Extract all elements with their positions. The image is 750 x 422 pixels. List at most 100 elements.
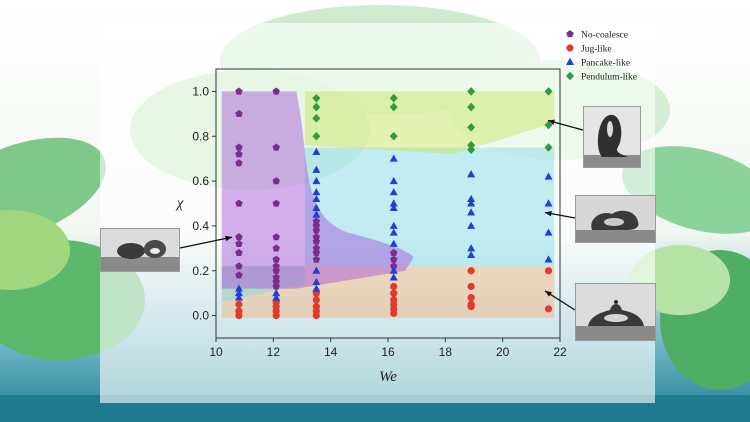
data-point-no-coalesce — [272, 255, 280, 263]
y-axis-label: χ — [175, 196, 184, 212]
data-point-no-coalesce — [312, 248, 321, 256]
inset-arrows — [179, 119, 584, 311]
pendulum-region — [304, 91, 555, 155]
data-point-no-coalesce — [235, 262, 243, 270]
data-point-pendulum-like — [312, 102, 321, 112]
data-point-pendulum-like — [544, 87, 553, 96]
data-point-no-coalesce — [272, 282, 280, 290]
data-point-no-coalesce — [272, 273, 280, 281]
legend-label-no-coalesce: No-coalesce — [581, 31, 628, 41]
data-point-pendulum-like — [389, 93, 398, 103]
data-point-pendulum-like — [467, 140, 476, 150]
data-point-pancake-like — [312, 176, 321, 185]
data-point-no-coalesce — [235, 239, 243, 248]
arrow-pancake-head — [545, 210, 552, 217]
data-point-jug-like — [544, 267, 553, 275]
data-point-pancake-like — [272, 293, 281, 301]
phase-regions — [221, 91, 555, 318]
inset-jug-photo — [575, 283, 656, 341]
x-tick-label: 12 — [267, 345, 281, 359]
data-point-pancake-like — [312, 284, 321, 292]
data-point-pancake-like — [312, 194, 321, 203]
data-point-no-coalesce — [312, 217, 321, 225]
legend-marker-jug-like — [566, 44, 574, 52]
x-tick-label: 18 — [439, 345, 453, 359]
data-point-pancake-like — [389, 176, 398, 185]
data-point-pancake-like — [389, 228, 398, 236]
data-point-jug-like — [235, 300, 243, 308]
data-point-pancake-like — [389, 199, 398, 207]
data-point-no-coalesce — [272, 199, 280, 207]
data-point-pancake-like — [272, 288, 281, 297]
y-tick-label: 0.8 — [192, 129, 209, 143]
data-point-pancake-like — [389, 273, 398, 281]
data-point-jug-like — [467, 267, 475, 275]
data-point-pancake-like — [467, 199, 476, 207]
data-point-jug-like — [390, 289, 398, 297]
data-point-no-coalesce — [312, 255, 321, 263]
data-point-pancake-like — [467, 208, 476, 216]
data-point-no-coalesce — [272, 266, 280, 274]
data-point-no-coalesce — [390, 262, 398, 270]
data-point-pancake-like — [467, 244, 476, 252]
arrow-jug-head — [545, 290, 552, 297]
data-point-pancake-like — [234, 288, 243, 297]
data-point-pancake-like — [234, 284, 243, 292]
legend-label-pendulum-like: Pendulum-like — [581, 73, 637, 83]
data-point-pancake-like — [544, 172, 553, 180]
y-tick-label: 0.6 — [192, 174, 209, 188]
data-point-pancake-like — [389, 203, 398, 211]
data-point-jug-like — [235, 311, 243, 320]
data-point-pendulum-like — [389, 131, 398, 141]
x-tick-label: 10 — [209, 345, 223, 359]
data-point-pancake-like — [312, 188, 321, 196]
data-point-no-coalesce — [312, 222, 321, 230]
x-tick-label: 22 — [553, 345, 567, 359]
data-point-jug-like — [272, 311, 280, 320]
data-point-no-coalesce — [312, 226, 321, 234]
data-point-pendulum-like — [467, 122, 476, 132]
data-point-pendulum-like — [467, 87, 476, 96]
no-coalesce-region — [221, 91, 414, 289]
data-point-pancake-like — [389, 221, 398, 229]
y-tick-label: 0.0 — [192, 309, 209, 323]
inset-no-coalesce-photo — [100, 228, 180, 272]
data-point-no-coalesce — [272, 143, 280, 151]
x-tick-label: 20 — [496, 345, 510, 359]
data-point-pancake-like — [234, 293, 243, 301]
data-point-pendulum-like — [312, 93, 321, 103]
legend-marker-no-coalesce — [566, 30, 574, 38]
y-tick-label: 0.2 — [192, 264, 209, 278]
data-point-pancake-like — [544, 199, 553, 207]
data-point-pancake-like — [544, 255, 553, 263]
data-point-pancake-like — [312, 210, 321, 218]
data-point-pendulum-like — [312, 131, 321, 141]
pancake-region — [221, 147, 555, 303]
legend-label-pancake-like: Pancake-like — [581, 59, 630, 69]
x-tick-label: 14 — [324, 345, 338, 359]
data-point-no-coalesce — [272, 233, 280, 241]
y-tick-label: 1.0 — [192, 84, 209, 98]
data-point-no-coalesce — [390, 248, 398, 256]
data-point-pancake-like — [389, 154, 398, 162]
data-point-no-coalesce — [390, 255, 398, 263]
data-point-jug-like — [467, 294, 475, 302]
data-point-pancake-like — [312, 147, 321, 155]
data-point-pancake-like — [389, 266, 398, 274]
data-points — [234, 87, 553, 320]
arrow-pendulum-head — [548, 119, 555, 125]
legend-label-jug-like: Jug-like — [581, 45, 612, 55]
legend: No-coalesce Jug-like Pancake-like Pendulum-… — [566, 30, 637, 83]
data-point-no-coalesce — [272, 278, 280, 286]
data-point-jug-like — [467, 282, 475, 291]
data-point-pancake-like — [312, 165, 321, 173]
data-point-pendulum-like — [389, 102, 398, 112]
data-point-no-coalesce — [235, 143, 243, 151]
arrow-no-coalesce — [179, 236, 233, 249]
data-point-jug-like — [544, 305, 553, 313]
chart-panel — [100, 23, 655, 403]
data-point-no-coalesce — [272, 177, 280, 185]
data-point-no-coalesce — [235, 150, 243, 158]
data-point-no-coalesce — [235, 248, 243, 256]
